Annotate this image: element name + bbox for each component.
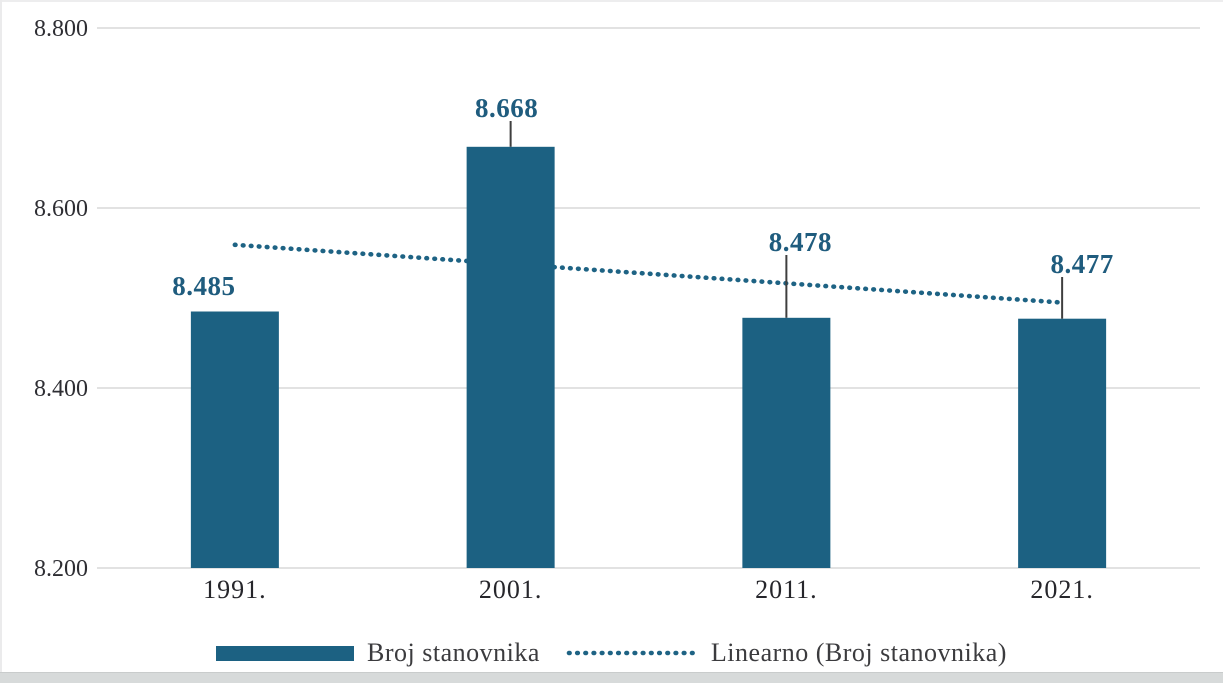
chart-legend: Broj stanovnika Linearno (Broj stanovnik… <box>0 638 1223 668</box>
bar-1991 <box>190 311 279 568</box>
legend-dotted-line-swatch <box>566 650 698 656</box>
trendline-linearno <box>232 242 1065 305</box>
bar-2011 <box>742 317 831 568</box>
bar-2001 <box>466 146 555 569</box>
y-tick-label: 8.800 <box>34 16 88 42</box>
legend-label-linearno: Linearno (Broj stanovnika) <box>710 638 1007 667</box>
x-tick-label: 2011. <box>755 575 818 604</box>
value-label: 8.485 <box>172 271 235 301</box>
bar-2021 <box>1018 318 1107 568</box>
top-border <box>0 0 1223 2</box>
value-label: 8.477 <box>1051 249 1114 279</box>
x-tick-label: 1991. <box>203 575 267 604</box>
legend-item-broj-stanovnika: Broj stanovnika <box>216 638 540 668</box>
value-label: 8.478 <box>769 227 832 257</box>
x-tick-label: 2021. <box>1030 575 1094 604</box>
legend-label-broj-stanovnika: Broj stanovnika <box>367 638 540 667</box>
y-tick-label: 8.600 <box>34 196 88 222</box>
left-border <box>0 0 2 683</box>
y-tick-label: 8.200 <box>34 556 88 582</box>
value-label: 8.668 <box>475 93 538 123</box>
bottom-border <box>0 672 1223 683</box>
legend-item-linearno: Linearno (Broj stanovnika) <box>566 638 1007 668</box>
x-tick-label: 2001. <box>479 575 543 604</box>
y-tick-label: 8.400 <box>34 376 88 402</box>
legend-bar-swatch <box>216 645 355 661</box>
